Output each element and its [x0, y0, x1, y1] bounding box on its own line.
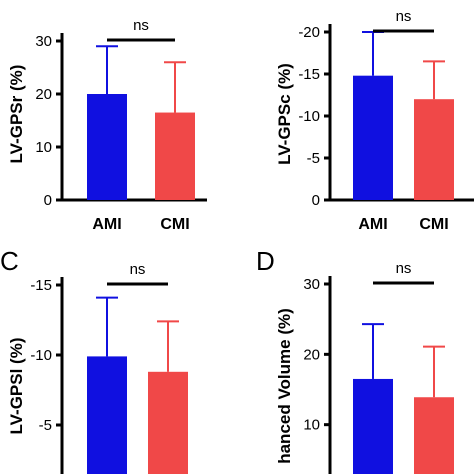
bar-ami — [353, 75, 393, 200]
chart-panel-1: 0 10 20 30 AMI CMI ns LV-GPSr (%) — [7, 17, 207, 233]
chart-panel-2: 0 -5 -10 -15 -20 AMI CMI ns LV-GPSc (%) — [275, 8, 474, 233]
y-axis-title: LV-GPSl (%) — [7, 338, 26, 435]
y-tick-label: -15 — [298, 66, 320, 83]
y-tick-label: -5 — [39, 417, 52, 434]
y-tick-label: 20 — [303, 346, 320, 363]
bar-cmi — [155, 112, 195, 200]
significance-label: ns — [133, 17, 149, 34]
panel-label: D — [256, 246, 275, 276]
bar-ami — [87, 94, 127, 200]
y-tick-label: 0 — [44, 192, 52, 209]
y-axis-title: LV-GPSr (%) — [7, 65, 26, 164]
y-tick-label: 0 — [312, 192, 320, 209]
bar-ami — [353, 378, 393, 474]
bar-cmi — [148, 371, 188, 474]
y-tick-label: 10 — [303, 417, 320, 434]
y-tick-label: 10 — [35, 139, 52, 156]
y-axis-title: hanced Volume (%) — [275, 308, 294, 464]
panel-label: C — [0, 246, 19, 276]
y-tick-label: -10 — [30, 347, 52, 364]
x-category-label: CMI — [419, 216, 448, 233]
y-tick-label: 20 — [35, 86, 52, 103]
y-tick-label: 30 — [303, 276, 320, 293]
significance-label: ns — [396, 260, 412, 277]
y-tick-label: -5 — [307, 150, 320, 167]
significance-label: ns — [130, 261, 146, 278]
y-tick-label: 30 — [35, 33, 52, 50]
y-axis-title: LV-GPSc (%) — [275, 63, 294, 165]
y-tick-label: -15 — [30, 277, 52, 294]
x-category-label: CMI — [160, 216, 189, 233]
significance-label: ns — [396, 8, 412, 25]
y-tick-label: -20 — [298, 24, 320, 41]
bar-cmi — [414, 99, 454, 200]
x-category-label: AMI — [358, 216, 387, 233]
y-tick-label: -10 — [298, 108, 320, 125]
bar-ami — [87, 356, 127, 474]
chart-panel-4: 10 20 30 ns hanced Volume (%) D — [256, 246, 454, 474]
x-category-label: AMI — [92, 216, 121, 233]
bar-cmi — [414, 397, 454, 474]
chart-panel-3: -5 -10 -15 ns LV-GPSl (%) C — [0, 246, 188, 474]
